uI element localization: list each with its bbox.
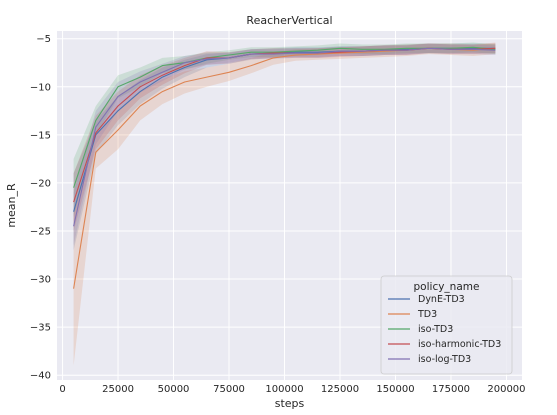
x-axis-label: steps <box>275 397 305 410</box>
x-tick-labels: 0 25000 50000 75000 100000 125000 150000 175000… <box>59 384 525 395</box>
legend-entry: iso-log-TD3 <box>418 354 471 365</box>
series-lines <box>73 46 496 289</box>
x-tick-label: 0 <box>59 384 65 395</box>
x-tick-label: 150000 <box>376 384 414 395</box>
y-tick-label: −20 <box>30 178 51 189</box>
x-tick-label: 100000 <box>265 384 303 395</box>
y-tick-label: −30 <box>30 275 51 286</box>
y-tick-label: −40 <box>30 371 51 382</box>
x-tick-label: 125000 <box>321 384 359 395</box>
y-axis-label: mean_R <box>5 183 18 228</box>
x-tick-label: 200000 <box>487 384 525 395</box>
legend-entry: TD3 <box>417 309 437 320</box>
y-tick-labels: −40 −35 −30 −25 −20 −15 −10 −5 <box>30 34 51 382</box>
x-tick-label: 75000 <box>213 384 245 395</box>
x-tick-label: 50000 <box>158 384 190 395</box>
y-tick-label: −15 <box>30 130 51 141</box>
legend: policy_name DynE-TD3 TD3 iso-TD3 iso-harmon… <box>380 275 513 375</box>
y-tick-label: −35 <box>30 323 51 334</box>
legend-entry: iso-TD3 <box>418 324 453 335</box>
y-tick-label: −10 <box>30 82 51 93</box>
chart-title: ReacherVertical <box>246 14 332 27</box>
y-tick-label: −25 <box>30 226 51 237</box>
legend-entry: iso-harmonic-TD3 <box>418 339 501 350</box>
legend-items: DynE-TD3 TD3 iso-TD3 iso-harmonic-TD3 iso-lo… <box>388 294 501 365</box>
legend-box <box>380 275 513 375</box>
legend-entry: DynE-TD3 <box>418 294 465 305</box>
x-tick-label: 175000 <box>432 384 470 395</box>
y-tick-label: −5 <box>36 34 51 45</box>
legend-title: policy_name <box>414 281 480 293</box>
x-tick-label: 25000 <box>102 384 134 395</box>
series-line-iso-log-TD3 <box>73 47 496 227</box>
